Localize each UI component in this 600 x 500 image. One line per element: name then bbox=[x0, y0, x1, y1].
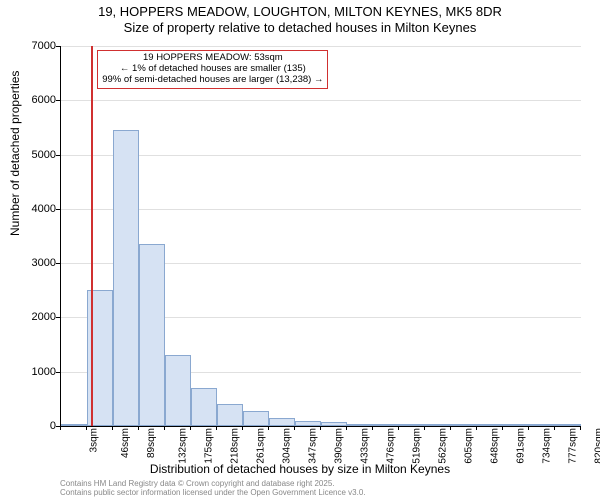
x-tick-label: 46sqm bbox=[120, 428, 131, 458]
x-tick-label: 261sqm bbox=[256, 428, 267, 464]
plot-area: 19 HOPPERS MEADOW: 53sqm ← 1% of detache… bbox=[60, 46, 581, 427]
x-tick-mark bbox=[554, 426, 555, 430]
histogram-bar bbox=[295, 421, 321, 426]
histogram-bar bbox=[139, 244, 165, 426]
x-tick-label: 433sqm bbox=[360, 428, 371, 464]
x-tick-label: 605sqm bbox=[464, 428, 475, 464]
histogram-bar bbox=[503, 424, 529, 426]
x-tick-label: 89sqm bbox=[146, 428, 157, 458]
x-tick-mark bbox=[190, 426, 191, 430]
gridline bbox=[61, 209, 581, 210]
x-tick-label: 132sqm bbox=[178, 428, 189, 464]
histogram-bar bbox=[477, 424, 503, 426]
x-tick-label: 347sqm bbox=[308, 428, 319, 464]
x-tick-label: 175sqm bbox=[204, 428, 215, 464]
histogram-bar bbox=[113, 130, 139, 426]
x-tick-label: 777sqm bbox=[568, 428, 579, 464]
x-tick-mark bbox=[60, 426, 61, 430]
x-axis-label: Distribution of detached houses by size … bbox=[0, 462, 600, 476]
x-tick-mark bbox=[450, 426, 451, 430]
histogram-bar bbox=[399, 424, 425, 426]
y-tick-label: 4000 bbox=[16, 203, 56, 215]
x-tick-mark bbox=[424, 426, 425, 430]
histogram-bar bbox=[165, 355, 191, 426]
x-tick-mark bbox=[398, 426, 399, 430]
x-tick-mark bbox=[164, 426, 165, 430]
y-tick-label: 3000 bbox=[16, 257, 56, 269]
callout-box: 19 HOPPERS MEADOW: 53sqm ← 1% of detache… bbox=[97, 50, 328, 89]
marker-line bbox=[91, 46, 93, 426]
title-line2: Size of property relative to detached ho… bbox=[0, 20, 600, 36]
y-tick-label: 6000 bbox=[16, 94, 56, 106]
x-tick-label: 390sqm bbox=[334, 428, 345, 464]
x-tick-mark bbox=[112, 426, 113, 430]
x-tick-mark bbox=[242, 426, 243, 430]
x-tick-label: 562sqm bbox=[438, 428, 449, 464]
x-tick-label: 648sqm bbox=[490, 428, 501, 464]
histogram-bar bbox=[243, 411, 269, 426]
y-tick-label: 5000 bbox=[16, 149, 56, 161]
x-tick-mark bbox=[216, 426, 217, 430]
footer-text: Contains HM Land Registry data © Crown c… bbox=[60, 480, 366, 498]
title-line1: 19, HOPPERS MEADOW, LOUGHTON, MILTON KEY… bbox=[0, 4, 600, 20]
histogram-bar bbox=[191, 388, 217, 426]
x-tick-mark bbox=[138, 426, 139, 430]
gridline bbox=[61, 46, 581, 47]
histogram-bar bbox=[555, 424, 581, 426]
histogram-bar bbox=[451, 424, 477, 426]
histogram-bar bbox=[217, 404, 243, 426]
x-tick-mark bbox=[294, 426, 295, 430]
x-tick-label: 734sqm bbox=[542, 428, 553, 464]
y-tick-label: 2000 bbox=[16, 311, 56, 323]
gridline bbox=[61, 155, 581, 156]
histogram-bar bbox=[321, 422, 347, 426]
gridline bbox=[61, 100, 581, 101]
x-tick-label: 691sqm bbox=[516, 428, 527, 464]
chart-container: 19, HOPPERS MEADOW, LOUGHTON, MILTON KEY… bbox=[0, 0, 600, 500]
footer-line2: Contains public sector information licen… bbox=[60, 489, 366, 498]
histogram-bar bbox=[373, 424, 399, 426]
histogram-bar bbox=[347, 424, 373, 426]
x-tick-mark bbox=[528, 426, 529, 430]
histogram-bar bbox=[61, 424, 87, 426]
x-tick-label: 476sqm bbox=[386, 428, 397, 464]
histogram-bar bbox=[529, 424, 555, 426]
y-tick-label: 7000 bbox=[16, 40, 56, 52]
x-tick-mark bbox=[580, 426, 581, 430]
x-tick-label: 3sqm bbox=[88, 428, 99, 452]
x-tick-label: 218sqm bbox=[230, 428, 241, 464]
x-tick-mark bbox=[502, 426, 503, 430]
chart-title: 19, HOPPERS MEADOW, LOUGHTON, MILTON KEY… bbox=[0, 4, 600, 35]
x-tick-mark bbox=[268, 426, 269, 430]
histogram-bar bbox=[269, 418, 295, 426]
x-tick-label: 304sqm bbox=[282, 428, 293, 464]
x-tick-label: 519sqm bbox=[412, 428, 423, 464]
callout-line3: 99% of semi-detached houses are larger (… bbox=[102, 75, 323, 86]
histogram-bar bbox=[425, 424, 451, 426]
x-tick-mark bbox=[86, 426, 87, 430]
x-tick-mark bbox=[320, 426, 321, 430]
x-tick-mark bbox=[476, 426, 477, 430]
y-tick-label: 1000 bbox=[16, 366, 56, 378]
x-tick-mark bbox=[346, 426, 347, 430]
y-tick-label: 0 bbox=[16, 420, 56, 432]
x-tick-label: 820sqm bbox=[594, 428, 600, 464]
x-tick-mark bbox=[372, 426, 373, 430]
